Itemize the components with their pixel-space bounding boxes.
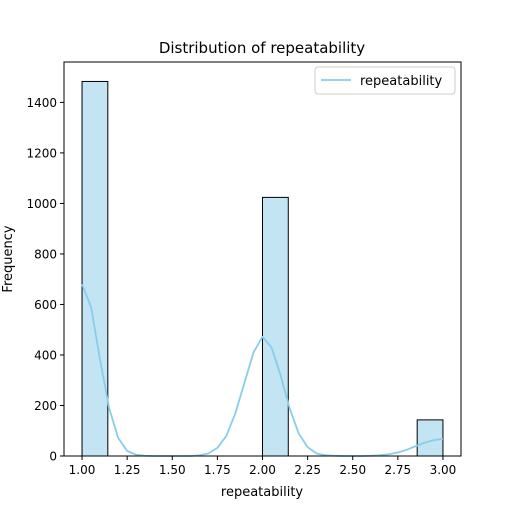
y-tick-label: 600 xyxy=(34,298,57,312)
histogram-bar xyxy=(81,80,109,457)
legend: repeatability xyxy=(314,66,456,95)
y-tick-label: 200 xyxy=(34,399,57,413)
kde-layer xyxy=(81,283,444,457)
y-tick-label: 800 xyxy=(34,247,57,261)
bars-layer xyxy=(81,80,444,457)
x-tick-label: 3.00 xyxy=(430,463,457,477)
histogram-bar xyxy=(416,419,444,457)
x-tick-label: 1.50 xyxy=(159,463,186,477)
x-tick-label: 2.00 xyxy=(249,463,276,477)
y-tick-label: 1200 xyxy=(26,146,57,160)
x-tick-label: 2.25 xyxy=(294,463,321,477)
kde-line xyxy=(81,283,444,457)
x-axis-label: repeatability xyxy=(221,485,304,500)
x-tick-label: 2.75 xyxy=(384,463,411,477)
legend-box xyxy=(314,66,456,95)
x-tick-label: 2.50 xyxy=(339,463,366,477)
y-tick-label: 400 xyxy=(34,348,57,362)
y-axis: 0 200 400 600 800 1000 1200 1400 xyxy=(26,96,64,464)
y-tick-label: 1400 xyxy=(26,96,57,110)
legend-label: repeatability xyxy=(360,74,443,89)
y-tick-label: 0 xyxy=(49,450,57,464)
y-tick-label: 1000 xyxy=(26,197,57,211)
x-tick-label: 1.25 xyxy=(114,463,141,477)
x-tick-label: 1.00 xyxy=(69,463,96,477)
chart-title: Distribution of repeatability xyxy=(159,39,365,57)
histogram-bar xyxy=(262,196,289,457)
x-tick-label: 1.75 xyxy=(204,463,231,477)
x-axis: 1.00 1.25 1.50 1.75 2.00 2.25 2.50 2.75 3.00 xyxy=(69,456,457,477)
y-axis-label: Frequency xyxy=(1,225,16,292)
